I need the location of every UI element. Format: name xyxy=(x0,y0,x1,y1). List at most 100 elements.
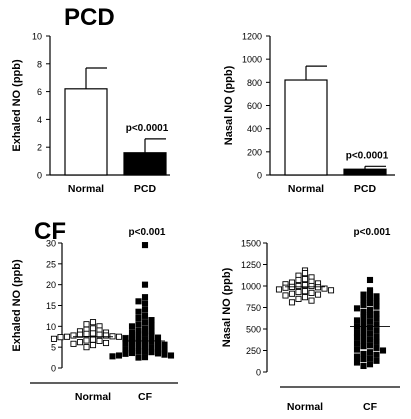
cf-nasal-point-normal xyxy=(282,284,289,291)
cf-nasal-x-tick-label: CF xyxy=(363,401,378,413)
cf-nasal-point-cf xyxy=(353,340,361,347)
cf-nasal-point-normal xyxy=(288,299,296,306)
cf-nasal-point-cf xyxy=(366,294,374,302)
cf-exhaled-point-cf xyxy=(148,332,155,339)
cf-exhaled-point-cf xyxy=(135,343,142,350)
pcd-nasal-y-tick-label: 400 xyxy=(247,124,262,134)
cf-nasal-point-cf xyxy=(360,325,367,333)
cf-exhaled-point-cf xyxy=(122,350,129,357)
cf-exhaled-point-cf xyxy=(141,294,149,301)
pcd-exhaled-y-tick-label: 10 xyxy=(32,32,42,42)
cf-nasal-point-cf xyxy=(360,343,367,350)
pcd-nasal-x-tick-label: PCD xyxy=(354,183,377,195)
cf-exhaled-y-tick-label: 25 xyxy=(46,259,56,269)
cf-nasal-point-normal xyxy=(282,292,289,299)
cf-exhaled-point-normal xyxy=(96,337,103,344)
cf-nasal-point-normal xyxy=(301,294,309,301)
cf-exhaled-point-normal xyxy=(102,332,110,339)
cf-exhaled-point-normal xyxy=(115,333,123,340)
cf-exhaled-point-normal xyxy=(102,339,110,347)
cf-nasal-point-cf xyxy=(360,319,367,327)
cf-exhaled-point-normal xyxy=(89,319,97,326)
cf-exhaled-point-cf xyxy=(148,344,155,351)
cf-exhaled-point-cf xyxy=(141,330,149,337)
cf-nasal-y-tick-label: 1500 xyxy=(241,239,261,249)
cf-nasal-point-normal xyxy=(308,289,315,296)
cf-exhaled-point-cf xyxy=(154,334,162,341)
cf-nasal-point-cf xyxy=(366,361,374,368)
pcd-exhaled-x-tick-label: Normal xyxy=(68,183,104,195)
cf-nasal-point-normal xyxy=(295,288,302,296)
pcd-nasal-x-tick-label: Normal xyxy=(288,183,324,195)
cf-nasal-point-cf xyxy=(360,291,367,298)
cf-nasal-point-cf xyxy=(373,315,380,322)
cf-exhaled-point-cf xyxy=(141,242,149,249)
cf-nasal-point-cf xyxy=(366,300,374,307)
cf-exhaled-point-cf xyxy=(128,333,136,340)
cf-exhaled-point-normal xyxy=(83,321,90,328)
cf-exhaled-point-cf xyxy=(135,321,142,328)
cf-exhaled-point-normal xyxy=(96,331,103,338)
cf-nasal-point-cf xyxy=(360,331,367,339)
cf-exhaled-point-cf xyxy=(128,349,136,357)
cf-exhaled-point-cf xyxy=(154,350,162,357)
cf-exhaled-x-tick-label: CF xyxy=(138,391,153,403)
cf-exhaled-y-tick-label: 5 xyxy=(51,343,56,353)
cf-nasal-point-cf xyxy=(360,362,367,370)
cf-exhaled-point-cf xyxy=(128,323,136,330)
pcd-exhaled-x-tick-label: PCD xyxy=(134,183,157,195)
cf-nasal-point-cf xyxy=(360,337,367,345)
pcd-exhaled-y-axis-label: Exhaled NO (ppb) xyxy=(11,59,23,152)
cf-nasal-point-cf xyxy=(360,308,367,315)
cf-exhaled-point-cf xyxy=(141,342,149,349)
cf-exhaled-point-cf xyxy=(141,281,149,288)
cf-exhaled-x-tick-label: Normal xyxy=(75,391,111,403)
cf-nasal-point-cf xyxy=(373,303,380,310)
cf-nasal-point-cf xyxy=(366,276,374,284)
cf-nasal-point-cf xyxy=(353,359,361,366)
cf-exhaled-point-cf xyxy=(148,322,155,329)
cf-exhaled-point-cf xyxy=(141,319,149,326)
cf-nasal-point-cf xyxy=(366,312,374,319)
cf-exhaled-point-cf xyxy=(115,352,123,359)
cf-nasal-point-cf xyxy=(353,346,361,353)
cf-exhaled-point-normal xyxy=(76,331,84,338)
cf-exhaled-point-normal xyxy=(70,340,77,347)
pcd-nasal-y-tick-label: 600 xyxy=(247,101,262,111)
pcd-exhaled-y-tick-label: 0 xyxy=(37,171,42,181)
cf-nasal-point-cf xyxy=(360,350,367,357)
pcd-exhaled-significance-label: p<0.0001 xyxy=(126,123,169,134)
cf-exhaled-point-normal xyxy=(63,333,71,340)
pcd-exhaled-y-tick-label: 8 xyxy=(37,59,42,69)
cf-nasal-y-tick-label: 250 xyxy=(246,346,261,356)
cf-nasal-point-cf xyxy=(366,342,374,349)
cf-exhaled-y-tick-label: 0 xyxy=(51,364,56,374)
cf-nasal-point-cf xyxy=(353,353,361,360)
cf-nasal-y-axis-label: Nasal NO (ppb) xyxy=(221,267,233,347)
cf-exhaled-y-axis-label: Exhaled NO (ppb) xyxy=(11,259,23,352)
cf-nasal-point-cf xyxy=(373,344,380,351)
pcd-nasal-bar-pcd xyxy=(343,168,387,176)
cf-exhaled-point-cf xyxy=(135,308,142,315)
cf-nasal-point-normal xyxy=(301,276,309,283)
cf-nasal-point-cf xyxy=(360,301,367,308)
cf-nasal-point-cf xyxy=(373,338,380,345)
cf-exhaled-point-cf xyxy=(141,312,149,319)
cf-nasal-point-normal xyxy=(295,282,302,290)
cf-exhaled-y-tick-label: 30 xyxy=(46,239,56,249)
cf-nasal-point-cf xyxy=(366,324,374,331)
cf-exhaled-point-normal xyxy=(83,344,90,351)
pcd-nasal-y-tick-label: 800 xyxy=(247,78,262,88)
cf-exhaled-point-cf xyxy=(135,298,142,305)
cf-exhaled-point-normal xyxy=(70,332,77,339)
cf-exhaled-point-cf xyxy=(141,336,149,343)
pcd-exhaled-y-tick-label: 2 xyxy=(37,143,42,153)
cf-nasal-point-cf xyxy=(373,321,380,328)
cf-exhaled-y-tick-label: 20 xyxy=(46,280,56,290)
cf-exhaled-point-normal xyxy=(50,335,58,342)
cf-exhaled-point-cf xyxy=(122,340,129,347)
cf-exhaled-point-cf xyxy=(148,317,155,324)
cf-nasal-x-tick-label: Normal xyxy=(287,401,323,413)
cf-nasal-significance-label: p<0.001 xyxy=(354,227,391,238)
